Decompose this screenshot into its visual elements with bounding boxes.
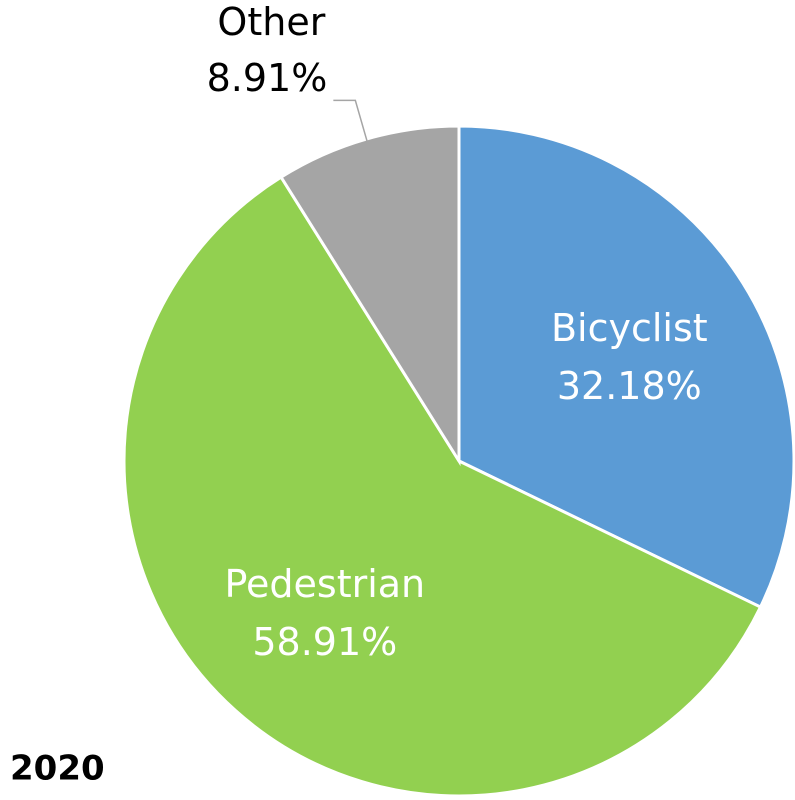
slice-value: 58.91% — [252, 620, 397, 664]
pie-slice — [457, 124, 795, 610]
slice-label: Other — [217, 0, 325, 44]
pie-slice — [122, 175, 763, 798]
slice-value: 32.18% — [557, 364, 702, 408]
slice-label: Pedestrian — [224, 562, 425, 606]
slice-label: Bicyclist — [551, 306, 708, 350]
chart-title: 2020 — [10, 749, 105, 789]
leader-line — [333, 99, 368, 142]
slice-value: 8.91% — [207, 56, 328, 100]
